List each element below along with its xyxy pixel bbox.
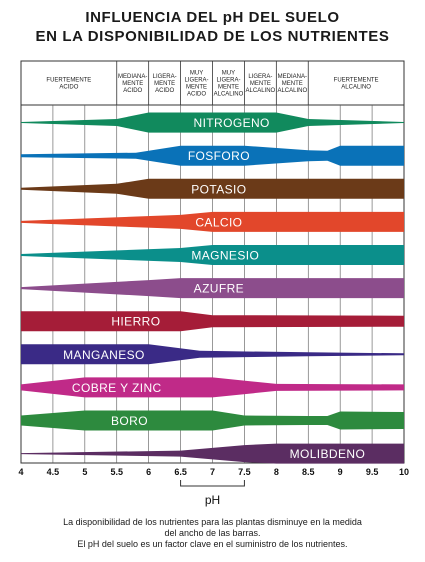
band-label: MENTE	[282, 81, 303, 87]
x-tick-label: 5	[82, 467, 87, 477]
band-label: MENTE	[186, 85, 207, 91]
caption-line3: El pH del suelo es un factor clave en el…	[77, 539, 348, 549]
band-label: LIGERA-	[216, 78, 240, 84]
nutrient-label: FOSFORO	[188, 149, 250, 163]
band-label: ACIDO	[123, 88, 142, 94]
x-tick-label: 9.5	[366, 467, 379, 477]
nutrient-label: COBRE Y ZINC	[72, 381, 162, 395]
band-label: ACIDO	[187, 92, 206, 98]
band-label: LIGERA-	[185, 78, 209, 84]
band-label: MUY	[190, 71, 203, 77]
nutrient-label: POTASIO	[191, 182, 246, 196]
band-label: MENTE	[154, 81, 175, 87]
band-label: ACIDO	[59, 85, 78, 91]
nutrient-label: BORO	[111, 414, 148, 428]
x-tick-label: 4.5	[47, 467, 60, 477]
x-tick-label: 7	[210, 467, 215, 477]
caption-line2: del ancho de las barras.	[164, 528, 261, 538]
x-tick-label: 8.5	[302, 467, 315, 477]
nutrient-bar	[21, 278, 404, 299]
nutrient-bar	[21, 311, 404, 332]
band-label: ALCALINO	[246, 88, 276, 94]
nutrient-label: HIERRO	[111, 315, 160, 329]
band-label: FUERTEMENTE	[334, 78, 379, 84]
x-tick-label: 6.5	[174, 467, 187, 477]
nutrient-label: CALCIO	[195, 215, 242, 229]
band-label: ALCALINO	[214, 92, 244, 98]
nutrient-label: MOLIBDENO	[290, 447, 366, 461]
band-label: LIGERA-	[248, 74, 272, 80]
x-tick-label: 6	[146, 467, 151, 477]
x-tick-label: 5.5	[110, 467, 123, 477]
band-label: MEDIANA-	[278, 74, 307, 80]
chart-title-line2: EN LA DISPONIBILIDAD DE LOS NUTRIENTES	[35, 28, 390, 45]
optimal-range-bracket	[180, 480, 245, 487]
nutrient-bar	[21, 112, 404, 133]
band-label: ACIDO	[155, 88, 174, 94]
nutrient-bar	[21, 344, 404, 365]
band-label: MUY	[222, 71, 235, 77]
x-tick-label: 9	[338, 467, 343, 477]
caption-line1: La disponibilidad de los nutrientes para…	[63, 517, 362, 527]
nutrient-label: NITROGENO	[194, 116, 270, 130]
x-tick-label: 8	[274, 467, 279, 477]
band-label: FUERTEMENTE	[46, 78, 91, 84]
nutrient-bar	[21, 377, 404, 398]
band-label: MENTE	[218, 85, 239, 91]
nutrient-bar	[21, 178, 404, 199]
band-label: LIGERA-	[153, 74, 177, 80]
nutrient-label: MAGNESIO	[191, 248, 259, 262]
chart-title-line1: INFLUENCIA DEL pH DEL SUELO	[85, 9, 340, 26]
nutrient-label: AZUFRE	[194, 282, 244, 296]
band-label: ALCALINO	[341, 85, 371, 91]
nutrient-bar	[21, 443, 404, 464]
band-label: MEDIANA-	[118, 74, 147, 80]
band-label: ALCALINO	[277, 88, 307, 94]
nutrient-bar	[21, 410, 404, 431]
nutrient-label: MANGANESO	[63, 348, 145, 362]
nutrient-bar	[21, 211, 404, 232]
nutrient-bar	[21, 145, 404, 166]
x-tick-label: 7.5	[238, 467, 251, 477]
x-axis-label: pH	[205, 493, 220, 507]
x-tick-label: 4	[18, 467, 23, 477]
x-tick-label: 10	[399, 467, 409, 477]
band-label: MENTE	[250, 81, 271, 87]
nutrient-bar	[21, 245, 404, 265]
band-label: MENTE	[122, 81, 143, 87]
